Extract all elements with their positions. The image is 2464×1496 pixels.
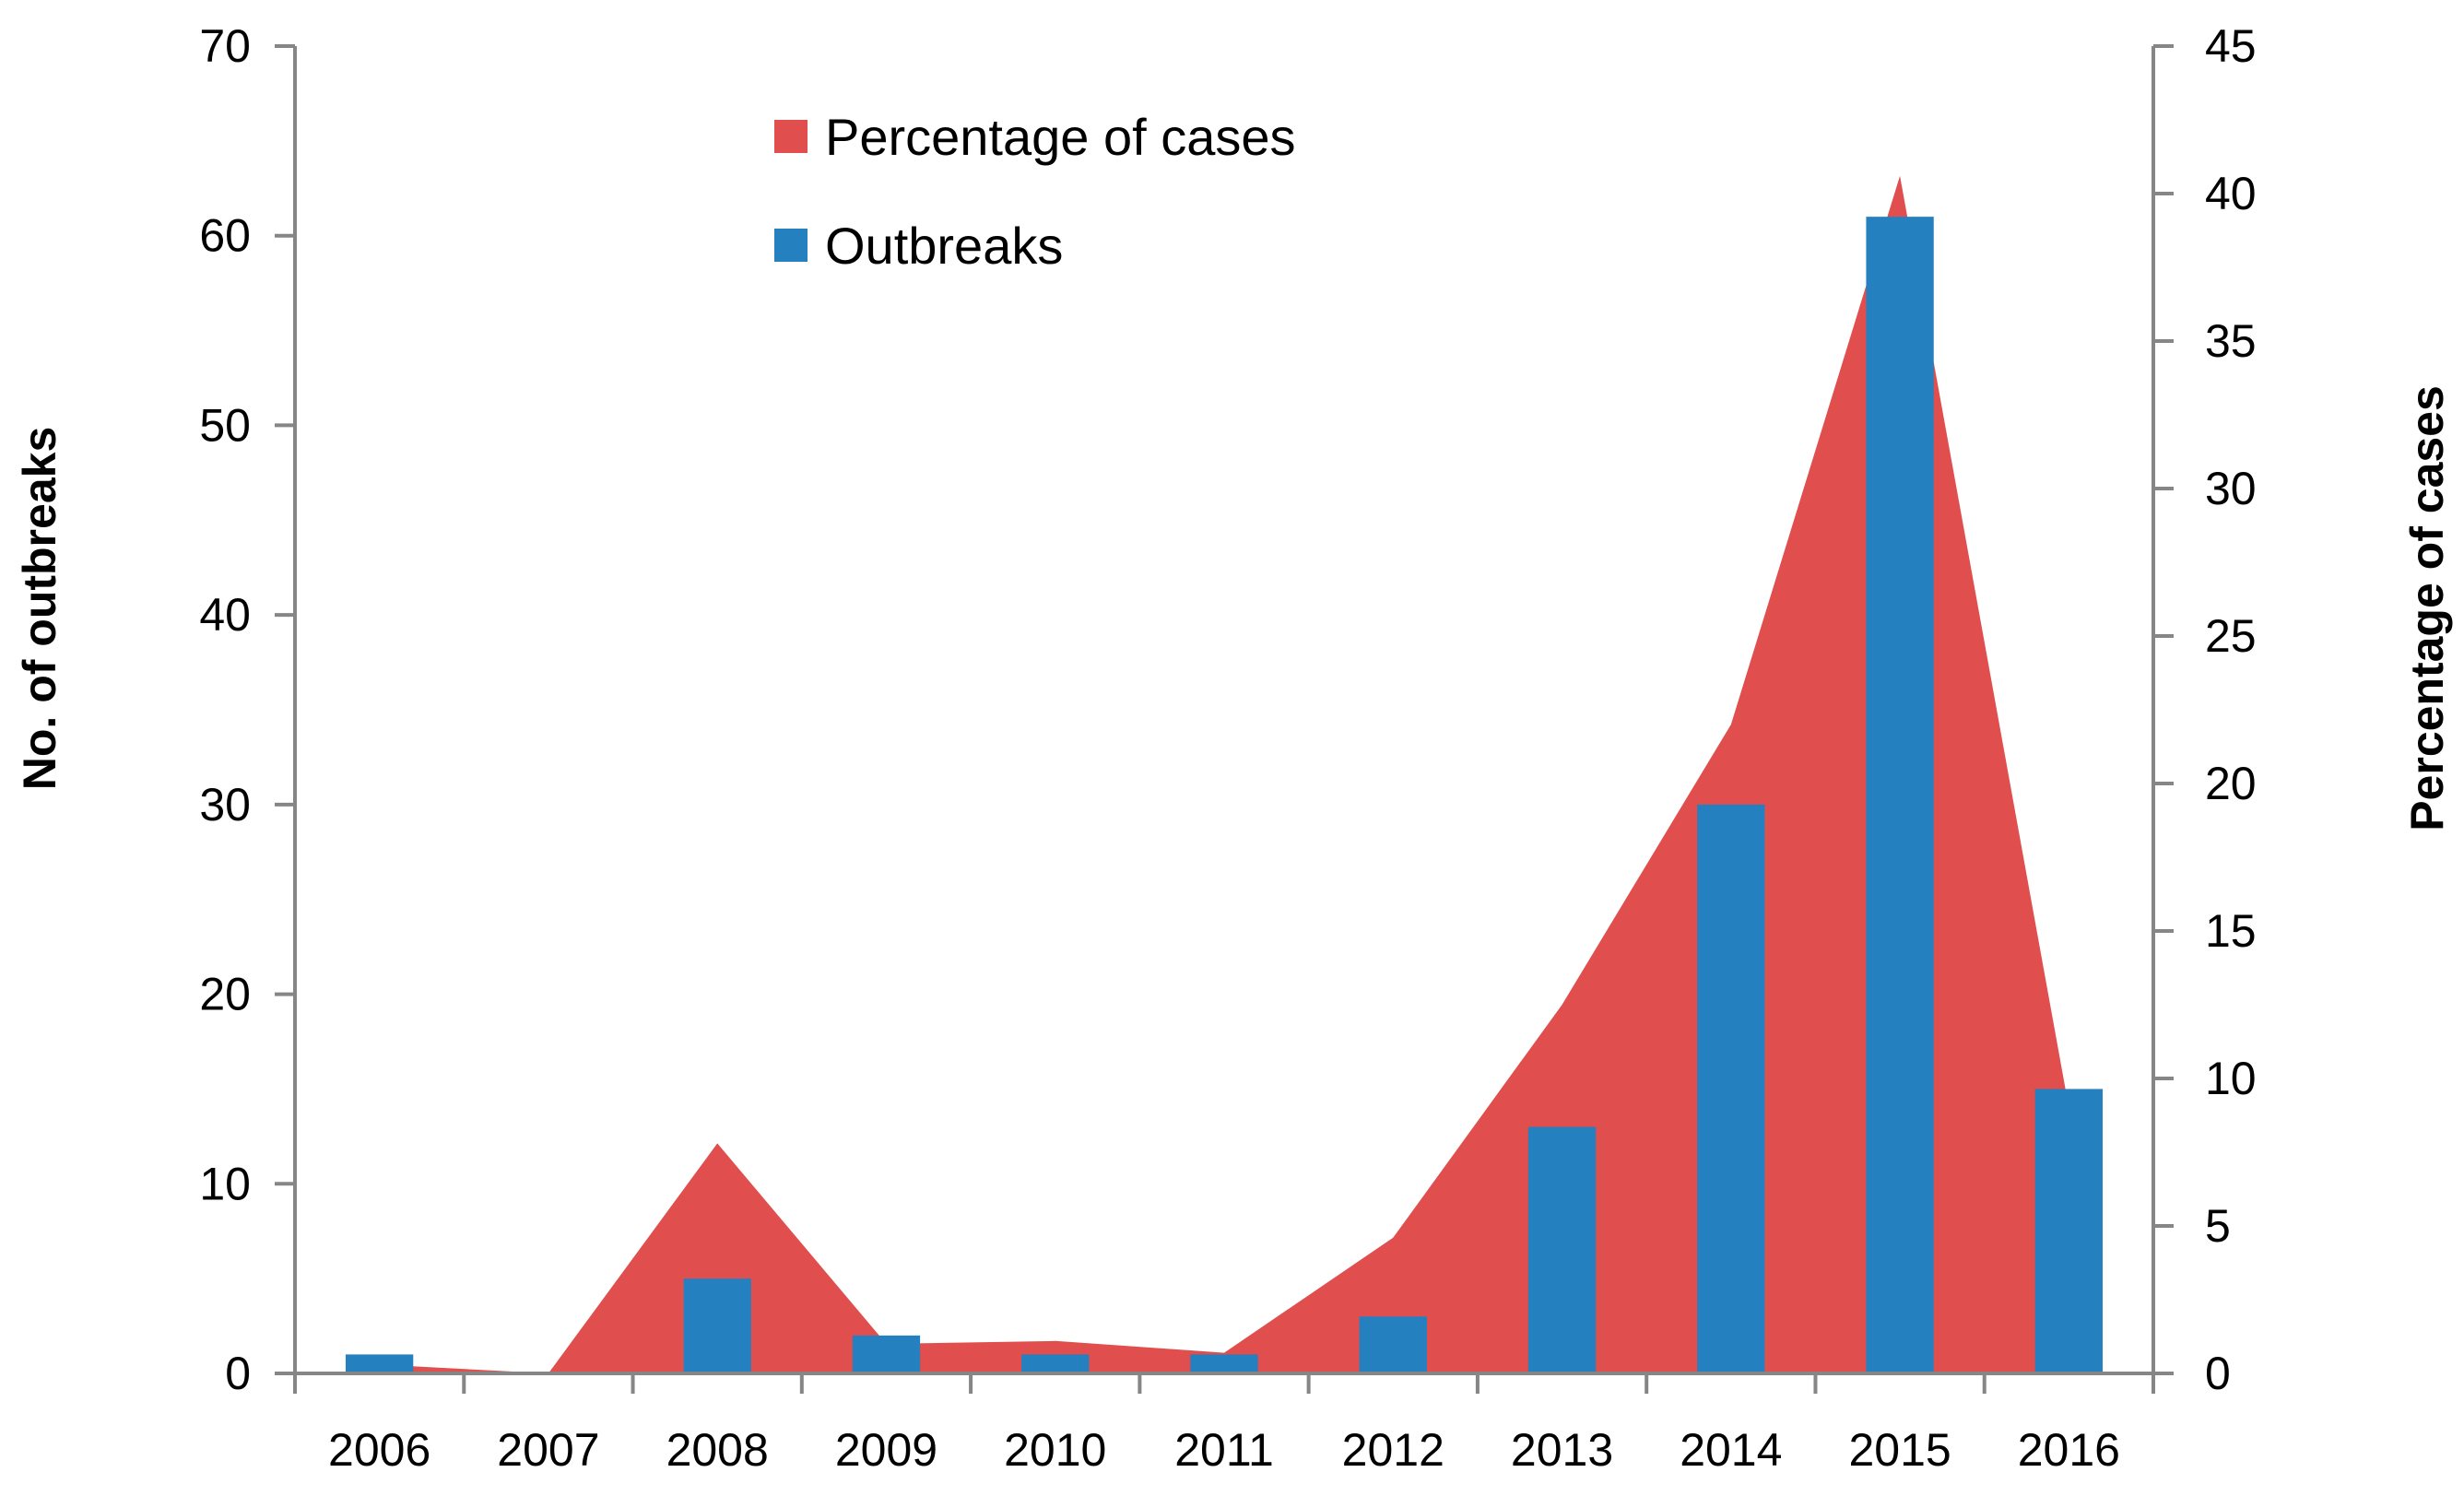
legend-swatch-outbreaks — [774, 229, 808, 262]
axis-layer — [275, 44, 2174, 1394]
bar-outbreaks-2011 — [1190, 1354, 1258, 1373]
left-tick-label: 20 — [199, 969, 251, 1020]
x-tick-label-2007: 2007 — [497, 1424, 599, 1476]
left-tick-label: 60 — [199, 210, 251, 262]
left-tick-label: 0 — [225, 1348, 251, 1399]
label-layer: 0 10 20 30 40 50 60 70 0 5 10 15 20 25 30 35 40 45 2006 200… — [199, 20, 2256, 1476]
bar-outbreaks-2013 — [1527, 1126, 1597, 1373]
bar-outbreaks-2010 — [1021, 1354, 1090, 1373]
bar-outbreaks-2015 — [1866, 217, 1934, 1374]
left-axis-title: No. of outbreaks — [14, 427, 65, 790]
right-tick-label: 0 — [2205, 1348, 2231, 1399]
right-tick-label: 45 — [2205, 20, 2257, 72]
x-tick-label-2013: 2013 — [1511, 1424, 1613, 1476]
x-tick-label-2011: 2011 — [1174, 1424, 1274, 1476]
left-tick-label: 30 — [199, 779, 251, 830]
area-percentage-of-cases — [379, 175, 2069, 1373]
x-tick-label-2014: 2014 — [1680, 1424, 1782, 1476]
x-tick-label-2006: 2006 — [328, 1424, 430, 1476]
bar-outbreaks-2016 — [2034, 1089, 2104, 1373]
right-tick-label: 5 — [2205, 1200, 2231, 1252]
legend-swatch-percentage — [774, 120, 808, 153]
right-tick-label: 10 — [2205, 1053, 2257, 1104]
x-tick-label-2010: 2010 — [1004, 1424, 1106, 1476]
legend-label-percentage: Percentage of cases — [825, 108, 1296, 166]
x-tick-label-2015: 2015 — [1848, 1424, 1951, 1476]
legend: Percentage of cases Outbreaks — [774, 108, 1296, 275]
left-tick-label: 10 — [199, 1158, 251, 1209]
bar-outbreaks-2006 — [345, 1354, 414, 1373]
right-tick-label: 20 — [2205, 758, 2257, 809]
right-tick-label: 35 — [2205, 315, 2257, 367]
left-tick-label: 40 — [199, 589, 251, 641]
bar-outbreaks-2009 — [852, 1335, 921, 1373]
bar-outbreaks-2014 — [1697, 804, 1765, 1373]
right-tick-label: 25 — [2205, 610, 2257, 662]
x-tick-label-2009: 2009 — [835, 1424, 937, 1476]
bar-outbreaks-2012 — [1359, 1316, 1427, 1373]
x-tick-label-2008: 2008 — [666, 1424, 769, 1476]
left-tick-label: 70 — [199, 20, 251, 72]
left-tick-label: 50 — [199, 399, 251, 451]
right-axis-title: Percentage of cases — [2401, 385, 2453, 831]
right-tick-label: 30 — [2205, 463, 2257, 514]
x-tick-label-2016: 2016 — [2018, 1424, 2120, 1476]
area-layer — [379, 175, 2069, 1373]
right-tick-label: 40 — [2205, 168, 2257, 219]
x-tick-label-2012: 2012 — [1342, 1424, 1444, 1476]
right-tick-label: 15 — [2205, 905, 2257, 957]
bar-layer — [345, 217, 2104, 1374]
bar-outbreaks-2008 — [683, 1278, 751, 1373]
legend-label-outbreaks: Outbreaks — [825, 217, 1063, 275]
